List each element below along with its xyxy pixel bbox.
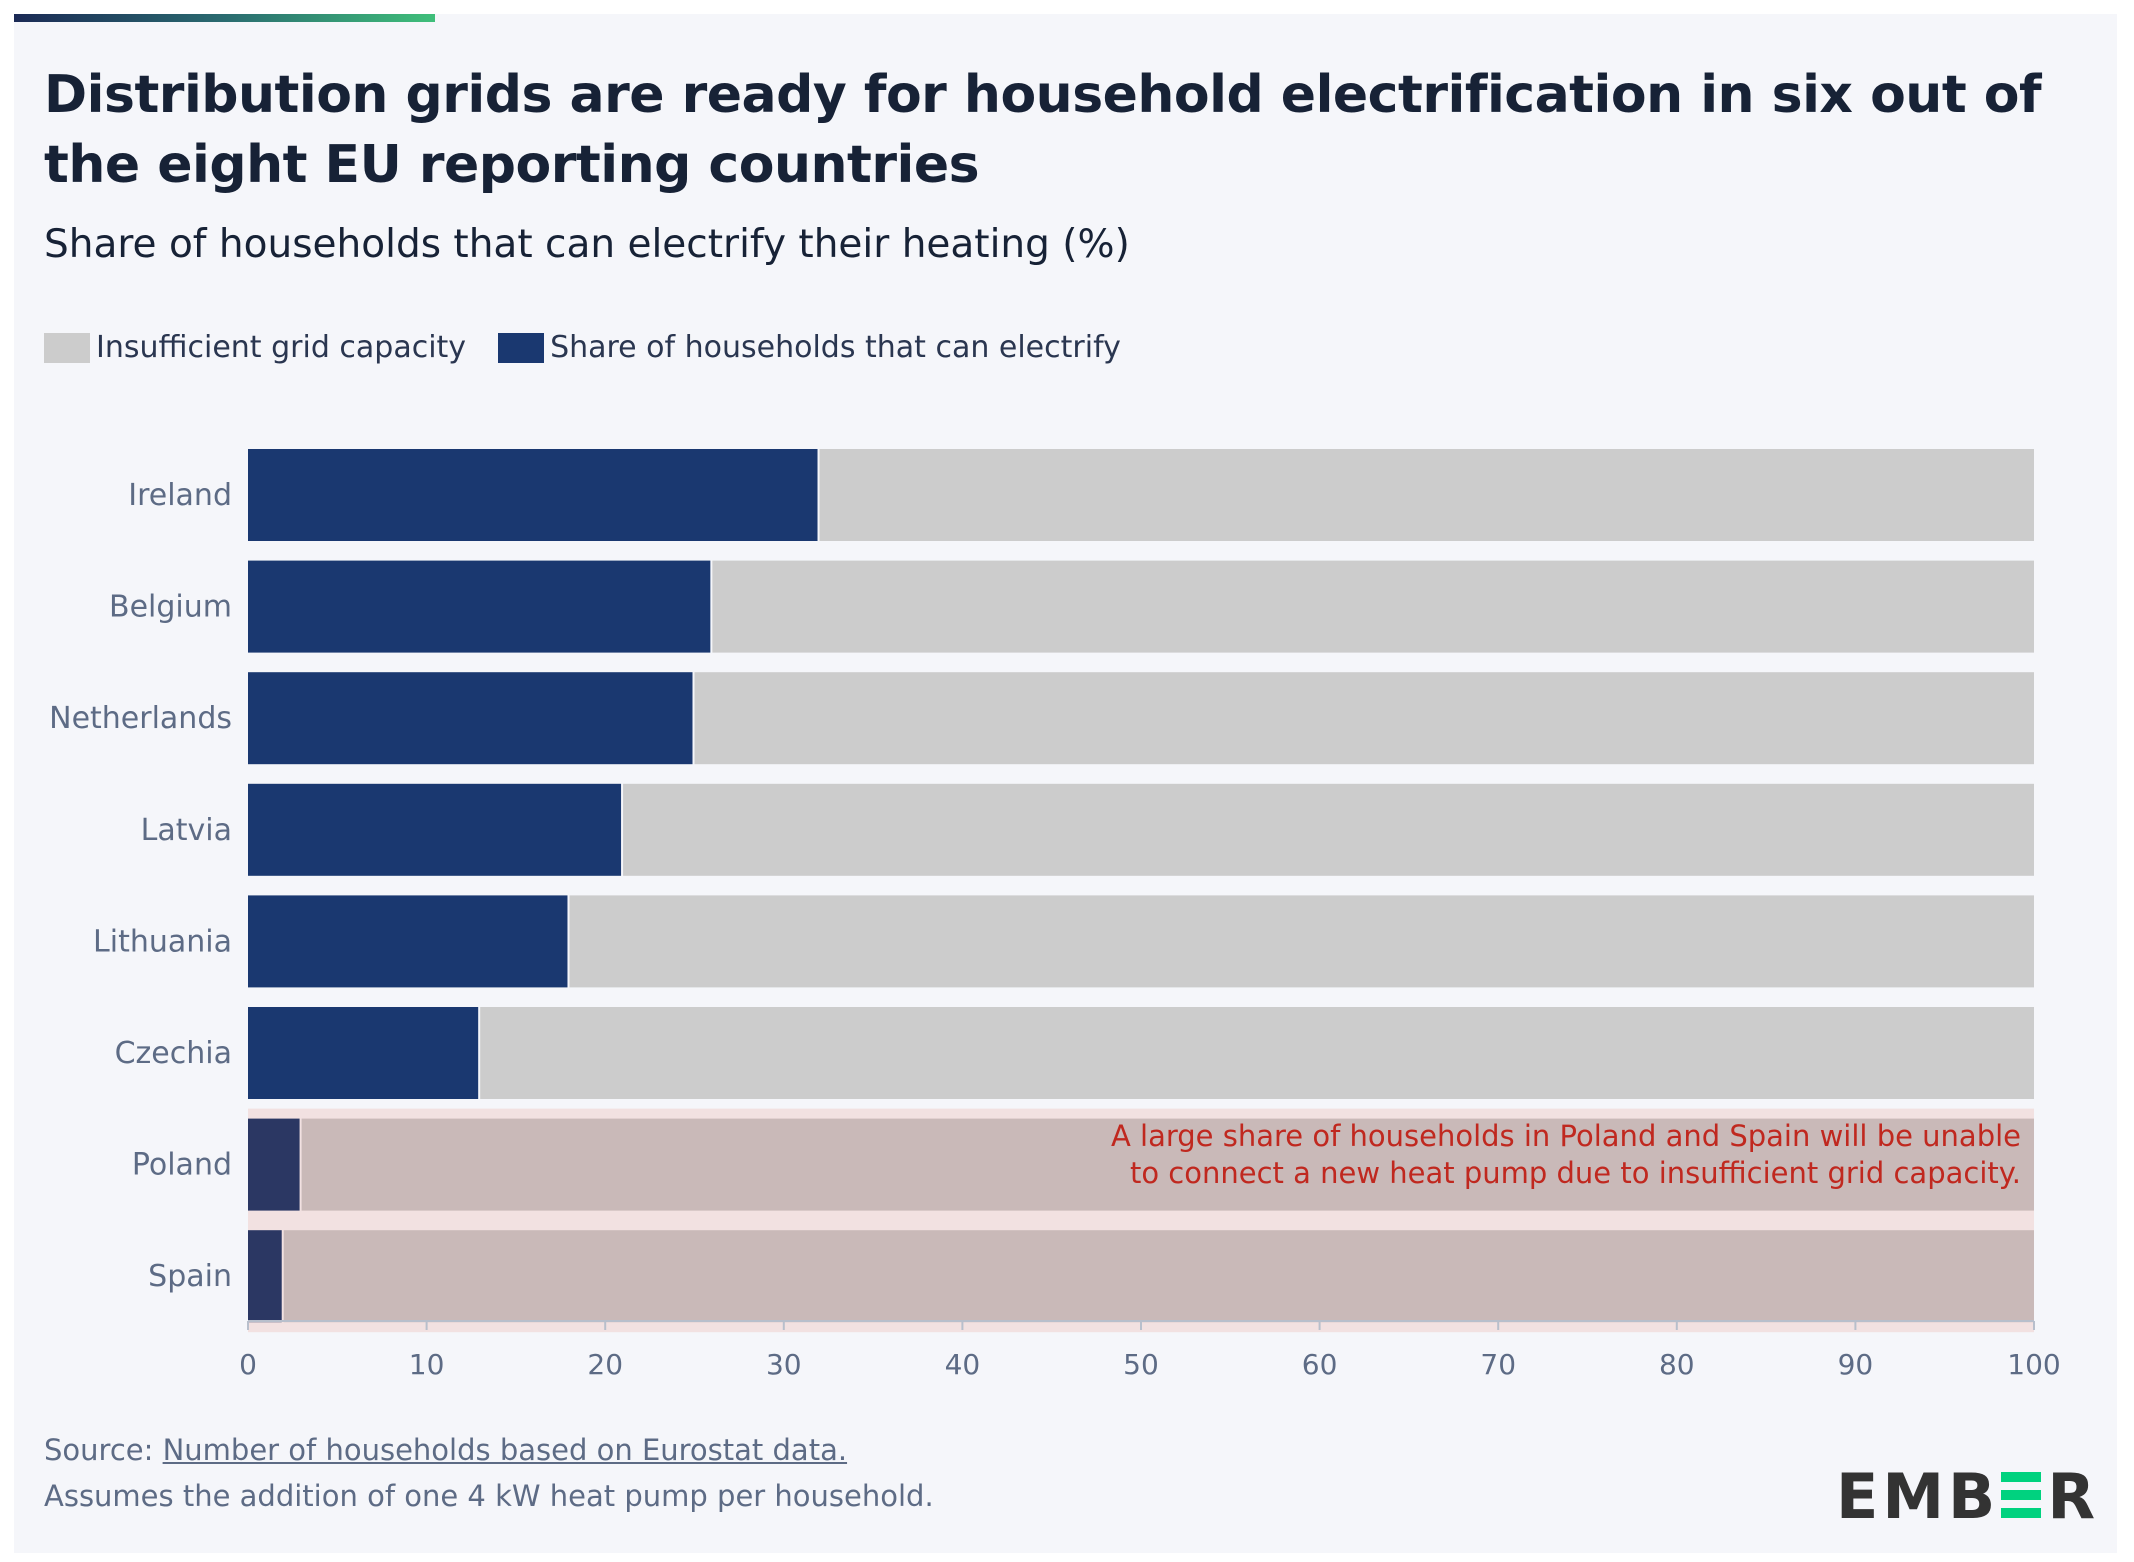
x-tick-label: 80 <box>1659 1348 1695 1381</box>
source-line: Source: Number of households based on Eu… <box>44 1433 847 1467</box>
accent-bar <box>14 14 435 22</box>
bar-spain-electrify <box>248 1230 282 1323</box>
x-tick-label: 70 <box>1480 1348 1516 1381</box>
category-label: Ireland <box>128 478 232 513</box>
x-tick-label: 50 <box>1123 1348 1159 1381</box>
category-label: Belgium <box>109 590 232 625</box>
source-link[interactable]: Number of households based on Eurostat d… <box>162 1433 848 1467</box>
x-tick-label: 90 <box>1838 1348 1874 1381</box>
category-label: Poland <box>132 1148 232 1183</box>
bar-poland-electrify <box>248 1118 300 1211</box>
bar-poland-insufficient <box>301 1118 2035 1211</box>
legend: Insufficient grid capacity Share of hous… <box>44 330 1153 365</box>
bar-lithuania-insufficient <box>569 895 2034 988</box>
footnote: Assumes the addition of one 4 kW heat pu… <box>44 1479 934 1513</box>
x-tick-label: 30 <box>766 1348 802 1381</box>
legend-swatch-navy <box>498 332 545 363</box>
annotation-text: A large share of households in Poland an… <box>1111 1119 2021 1153</box>
ember-logo: EMB R <box>1836 1460 2100 1533</box>
x-tick-label: 20 <box>587 1348 623 1381</box>
bar-czechia-insufficient <box>480 1007 2035 1099</box>
category-label: Spain <box>148 1259 232 1294</box>
x-tick-label: 0 <box>239 1348 257 1381</box>
category-label: Latvia <box>141 813 232 848</box>
annotation-text: to connect a new heat pump due to insuff… <box>1130 1156 2021 1190</box>
legend-item-insufficient: Insufficient grid capacity <box>44 330 466 365</box>
category-label: Netherlands <box>49 701 232 736</box>
bar-czechia-electrify <box>248 1007 479 1099</box>
bar-ireland-electrify <box>248 449 818 541</box>
category-label: Lithuania <box>93 924 232 959</box>
x-tick-label: 100 <box>2007 1348 2060 1381</box>
source-prefix: Source: <box>44 1433 163 1467</box>
legend-item-can-electrify: Share of households that can electrify <box>498 330 1121 365</box>
x-tick-label: 40 <box>945 1348 981 1381</box>
legend-swatch-grey <box>44 332 90 363</box>
bar-belgium-insufficient <box>712 560 2034 653</box>
x-tick-label: 60 <box>1302 1348 1338 1381</box>
bar-ireland-insufficient <box>819 449 2034 541</box>
bar-latvia-electrify <box>248 783 622 876</box>
bar-spain-insufficient <box>283 1230 2035 1323</box>
bar-latvia-insufficient <box>623 783 2034 876</box>
chart-title: Distribution grids are ready for househo… <box>44 65 2042 195</box>
chart-subtitle: Share of households that can electrify t… <box>44 222 1130 267</box>
x-tick-label: 10 <box>409 1348 445 1381</box>
legend-label: Share of households that can electrify <box>550 330 1121 365</box>
category-label: Czechia <box>115 1036 232 1071</box>
bar-belgium-electrify <box>248 560 711 653</box>
bar-netherlands-insufficient <box>694 672 2034 765</box>
bar-netherlands-electrify <box>248 672 693 765</box>
bar-lithuania-electrify <box>248 895 568 988</box>
legend-label: Insufficient grid capacity <box>96 330 467 365</box>
